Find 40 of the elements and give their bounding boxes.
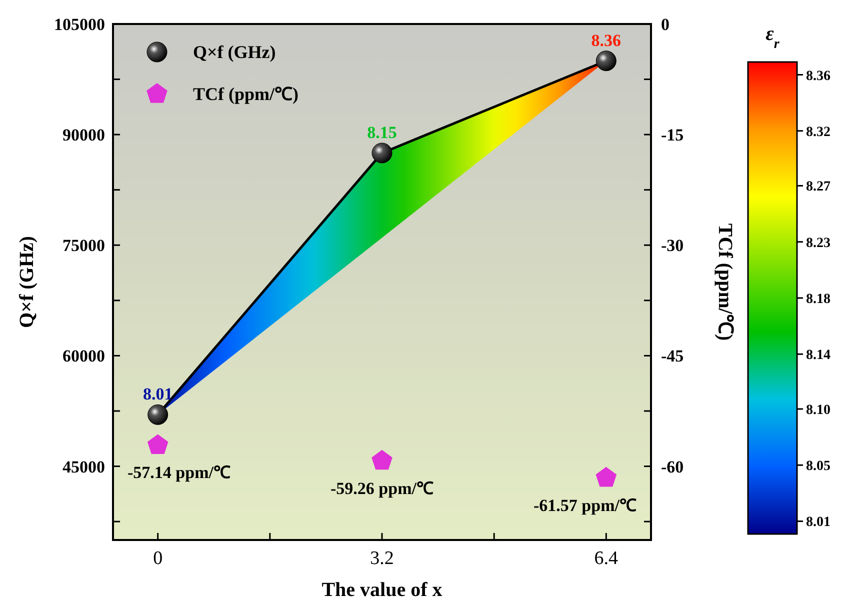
color-bar-label: 8.23 bbox=[806, 236, 830, 251]
color-bar-label: 8.18 bbox=[806, 292, 830, 307]
annotation: 8.15 bbox=[367, 123, 397, 142]
point bbox=[372, 450, 392, 470]
color-bar-label: 8.05 bbox=[806, 459, 830, 474]
color-bar-label: 8.36 bbox=[806, 68, 830, 84]
legend-label: Q×f (GHz) bbox=[193, 42, 276, 62]
color-bar-title: ε$_{r}$ bbox=[766, 23, 780, 52]
y-axis-title: Q×f (GHz) bbox=[16, 236, 38, 328]
point bbox=[148, 404, 168, 425]
y-tick-label: 60000 bbox=[62, 346, 105, 366]
data-label: -59.26 ppm/℃ bbox=[330, 478, 434, 498]
color-bar-label: 8.27 bbox=[806, 180, 830, 195]
data-label: -57.14 ppm/℃ bbox=[128, 463, 230, 482]
y-tick-label: 105000 bbox=[54, 15, 105, 34]
data-label: -61.57 ppm/℃ bbox=[534, 496, 636, 515]
color-bar-label: 8.01 bbox=[806, 515, 830, 530]
color-bar-label: 8.10 bbox=[806, 402, 830, 418]
y2-tick-label: -15 bbox=[661, 126, 684, 145]
x-axis-title: The value of x bbox=[322, 579, 442, 600]
point bbox=[596, 50, 616, 72]
point bbox=[596, 467, 616, 487]
annotation: 8.01 bbox=[142, 384, 173, 404]
y2-tick-label: -60 bbox=[661, 457, 684, 476]
x-tick-label: 0 bbox=[153, 548, 163, 569]
point bbox=[372, 142, 392, 164]
y2-axis-title: TCf (ppm/℃) bbox=[714, 223, 736, 341]
color-bar-label: 8.32 bbox=[806, 124, 830, 140]
y2-tick-label: -30 bbox=[661, 236, 684, 256]
x-tick-label: 3.2 bbox=[370, 548, 394, 569]
legend-label: TCf (ppm/℃) bbox=[193, 84, 299, 104]
x-tick-label: 6.4 bbox=[594, 548, 619, 569]
annotation: 8.36 bbox=[591, 30, 622, 50]
y-tick-label: 45000 bbox=[62, 457, 105, 476]
y2-tick-label: -45 bbox=[661, 346, 684, 366]
color-bar-label: 8.14 bbox=[806, 348, 830, 364]
y-tick-label: 75000 bbox=[62, 236, 105, 256]
y-tick-label: 90000 bbox=[62, 126, 105, 145]
point bbox=[148, 434, 168, 454]
y2-tick-label: 0 bbox=[661, 15, 670, 34]
